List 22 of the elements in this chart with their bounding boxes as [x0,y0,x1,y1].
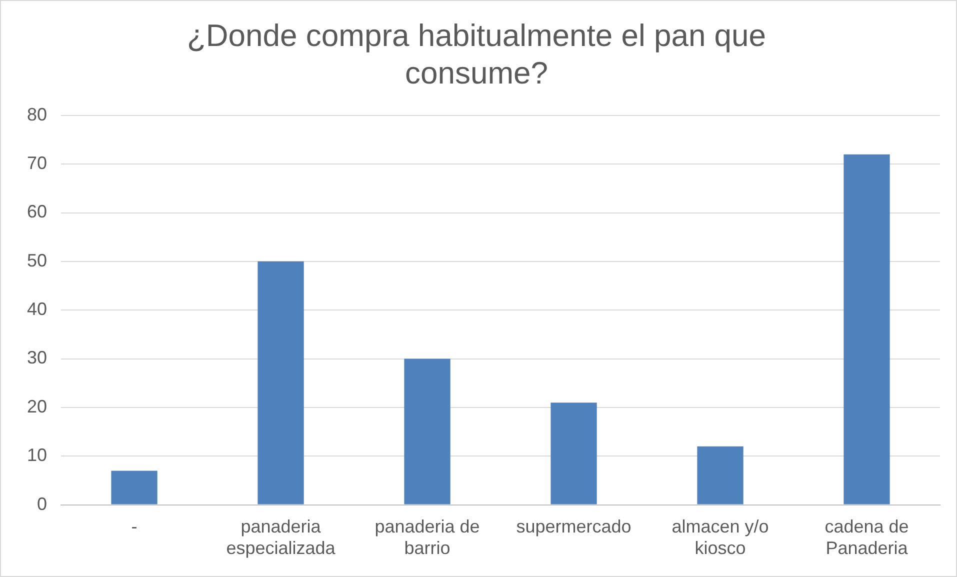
x-tick-label: almacen y/o kiosco [672,516,769,558]
y-tick-label: 40 [26,299,48,320]
x-tick-label: cadena de Panaderia [824,516,909,558]
x-tick-label: - [131,516,138,537]
y-tick-label: 50 [26,250,48,270]
y-tick-label: 60 [26,202,48,222]
y-tick-label: 0 [37,494,48,514]
bar [111,470,158,504]
y-tick-label: 70 [26,153,48,174]
bar [550,402,597,504]
y-tick-label: 80 [26,104,48,124]
x-tick-label: panaderia de barrio [374,516,480,558]
chart-title: ¿Donde compra habitualmente el pan que consume? [186,18,766,90]
y-tick-label: 20 [26,396,48,416]
bar [258,261,304,504]
bar [844,154,890,504]
y-tick-label: 10 [26,445,48,466]
bar [404,358,450,504]
x-tick-label: supermercado [516,516,632,537]
bar [697,446,744,504]
x-tick-label: panaderia especializada [226,516,336,558]
y-tick-label: 30 [26,348,48,368]
